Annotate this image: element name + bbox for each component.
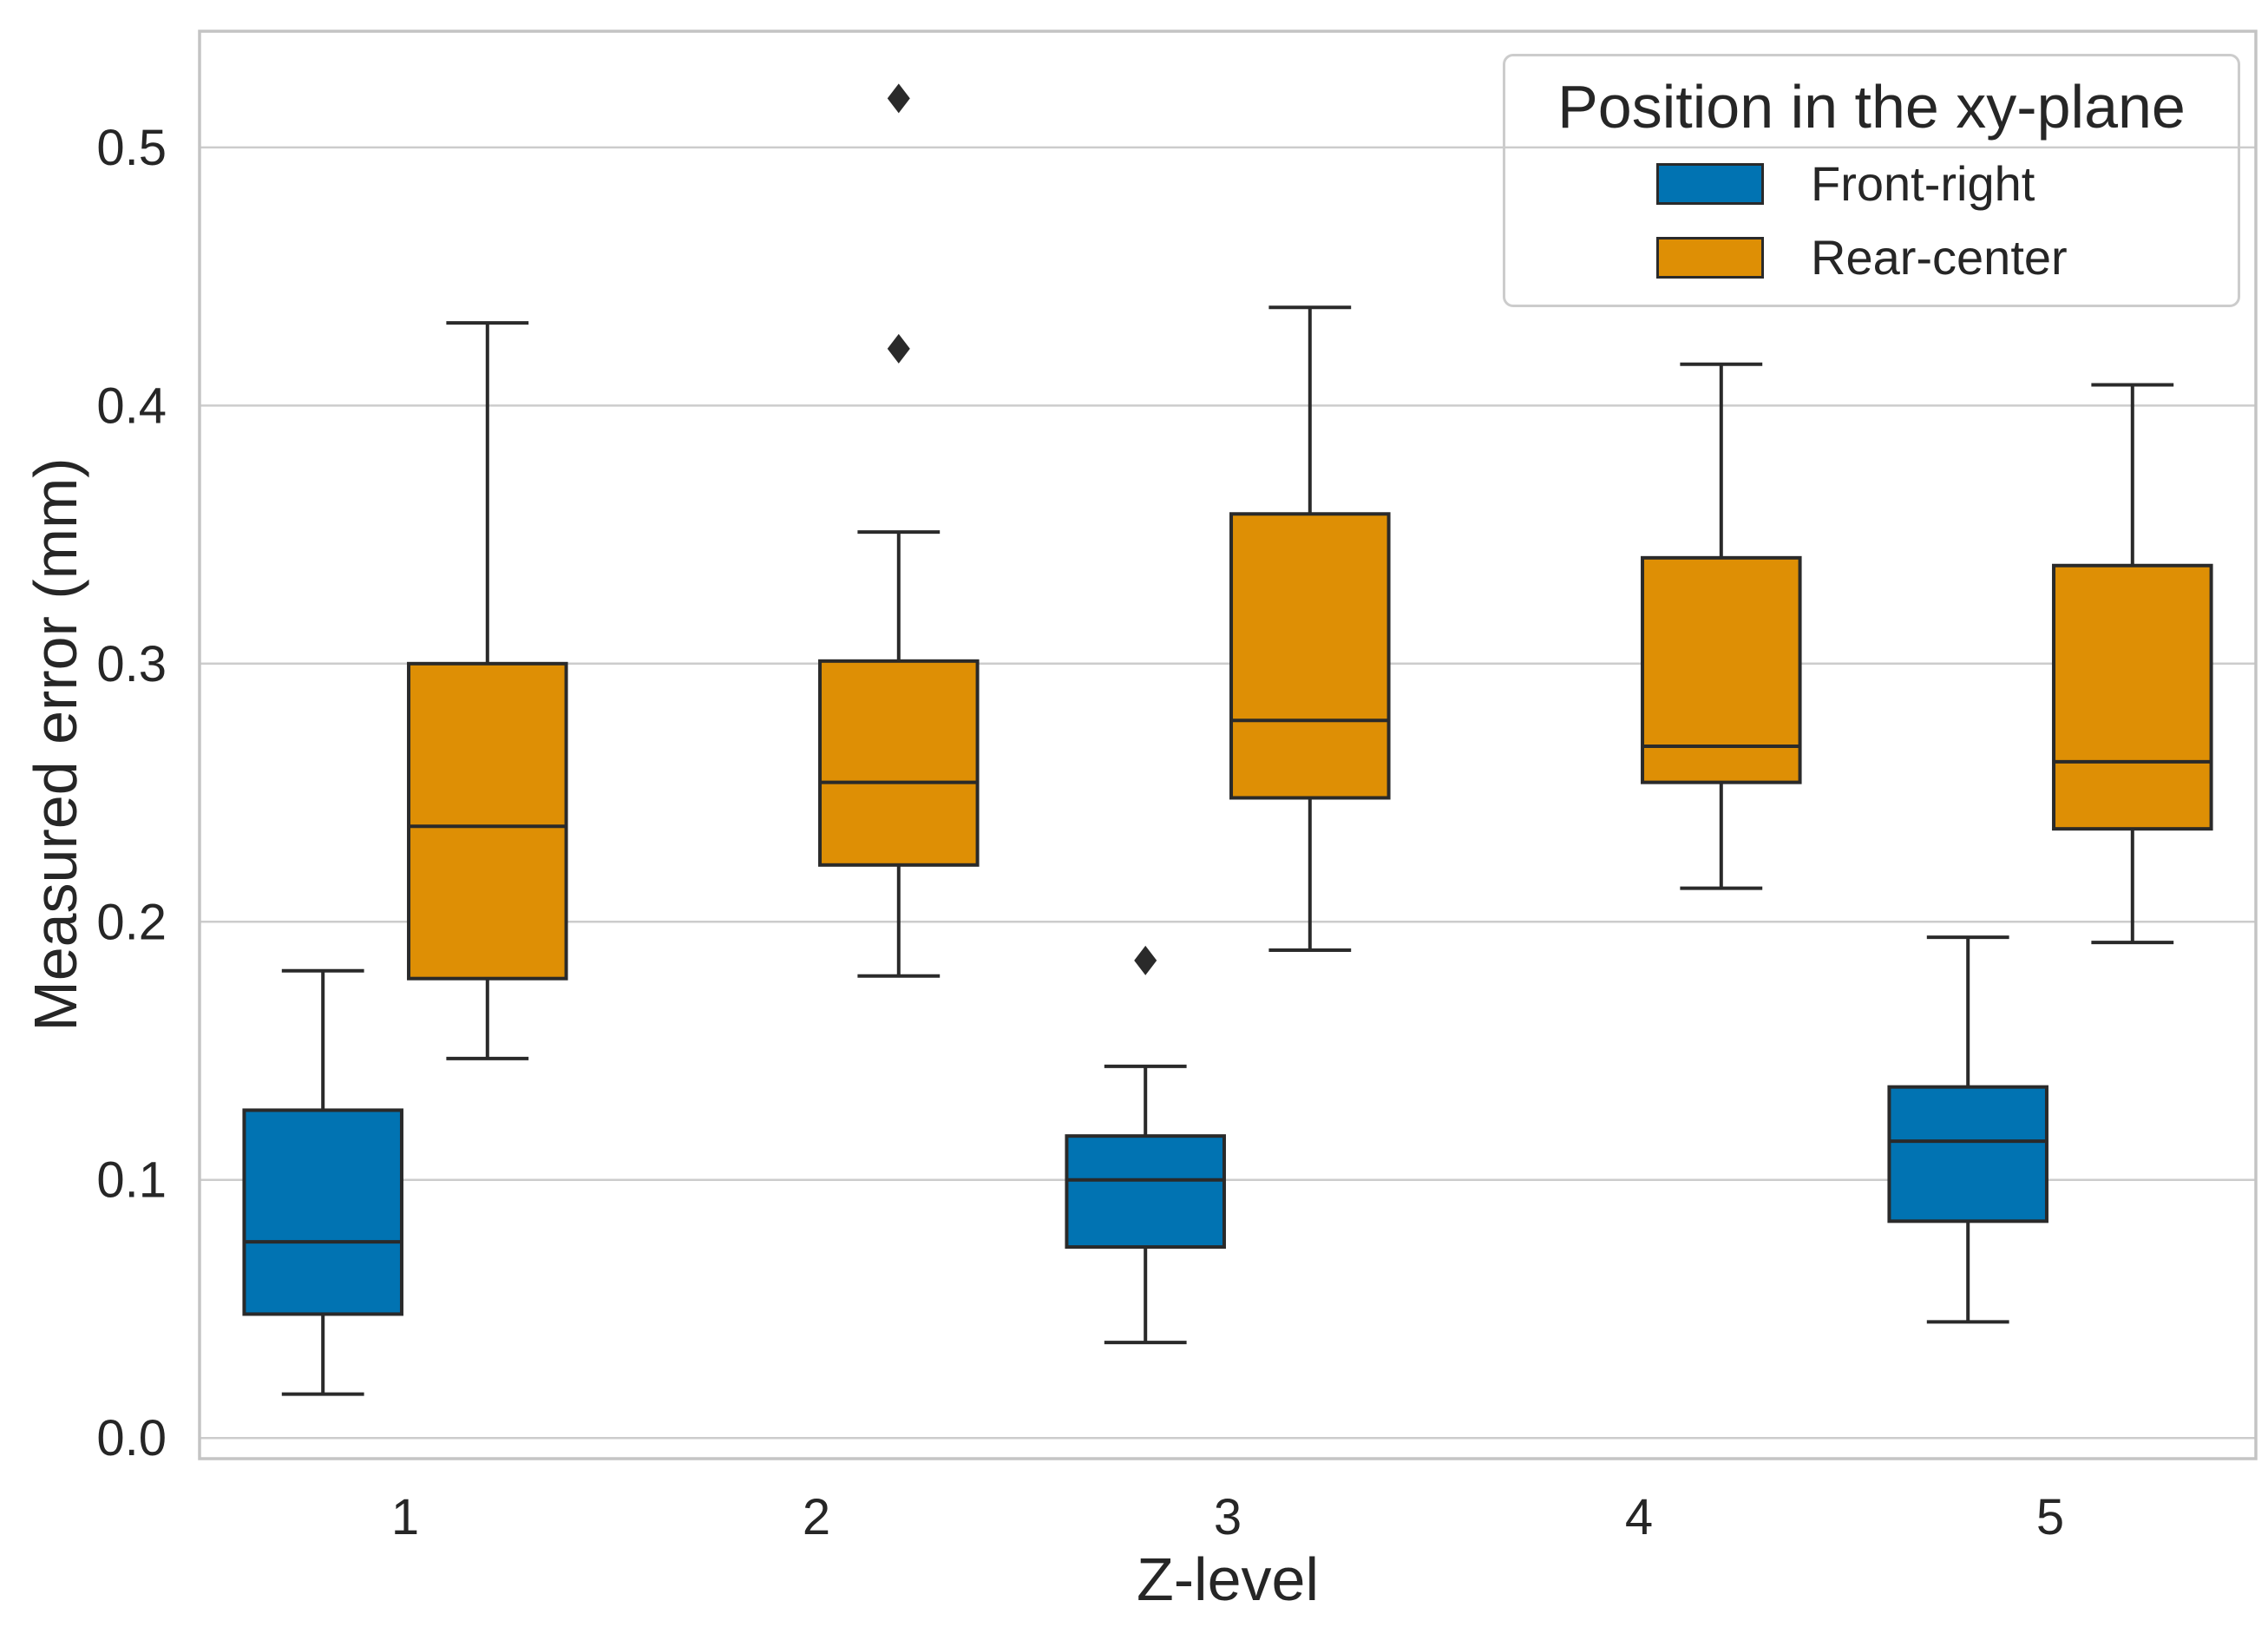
rear-center-box-z2: [818, 659, 980, 867]
x-tick-label-3: 3: [1214, 1489, 1242, 1545]
legend: Position in the xy-plane Front-right Rea…: [1503, 54, 2240, 307]
rear-center-box-z4: [1641, 555, 1802, 784]
y-tick-label-0.2: 0.2: [96, 894, 167, 950]
y-tick-label-0.3: 0.3: [96, 636, 167, 692]
rear-center-swatch: [1656, 237, 1764, 279]
axes-frame: [198, 30, 2258, 1460]
y-tick-label-0.5: 0.5: [96, 120, 167, 176]
legend-label-rear-center: Rear-center: [1811, 230, 2068, 285]
x-tick-label-1: 1: [391, 1489, 419, 1545]
x-axis-label: Z-level: [1136, 1545, 1320, 1613]
x-tick-label-4: 4: [1625, 1489, 1653, 1545]
front-right-box-z3: [1065, 1134, 1226, 1250]
y-tick-label-0.4: 0.4: [96, 377, 167, 434]
x-tick-label-5: 5: [2036, 1489, 2064, 1545]
front-right-box-z1: [242, 1108, 403, 1316]
front-right-box-z3-outlier-0: [1134, 945, 1157, 975]
rear-center-box-z3: [1229, 512, 1391, 800]
legend-entry-rear-center: Rear-center: [1656, 233, 2068, 282]
front-right-swatch: [1656, 163, 1764, 205]
y-tick-label-0.0: 0.0: [96, 1410, 167, 1466]
legend-title: Position in the xy-plane: [1557, 73, 2186, 141]
rear-center-box-z2-outlier-1: [887, 83, 910, 114]
rear-center-box-z5: [2052, 563, 2213, 831]
y-tick-label-0.1: 0.1: [96, 1152, 167, 1209]
y-axis-label: Measured error (mm): [22, 457, 89, 1032]
rear-center-box-z1: [407, 661, 568, 981]
legend-entry-front-right: Front-right: [1656, 160, 2035, 208]
front-right-box-z5: [1887, 1085, 2048, 1224]
rear-center-box-z2-outlier-0: [887, 333, 910, 364]
legend-label-front-right: Front-right: [1811, 156, 2035, 211]
x-tick-label-2: 2: [803, 1489, 830, 1545]
